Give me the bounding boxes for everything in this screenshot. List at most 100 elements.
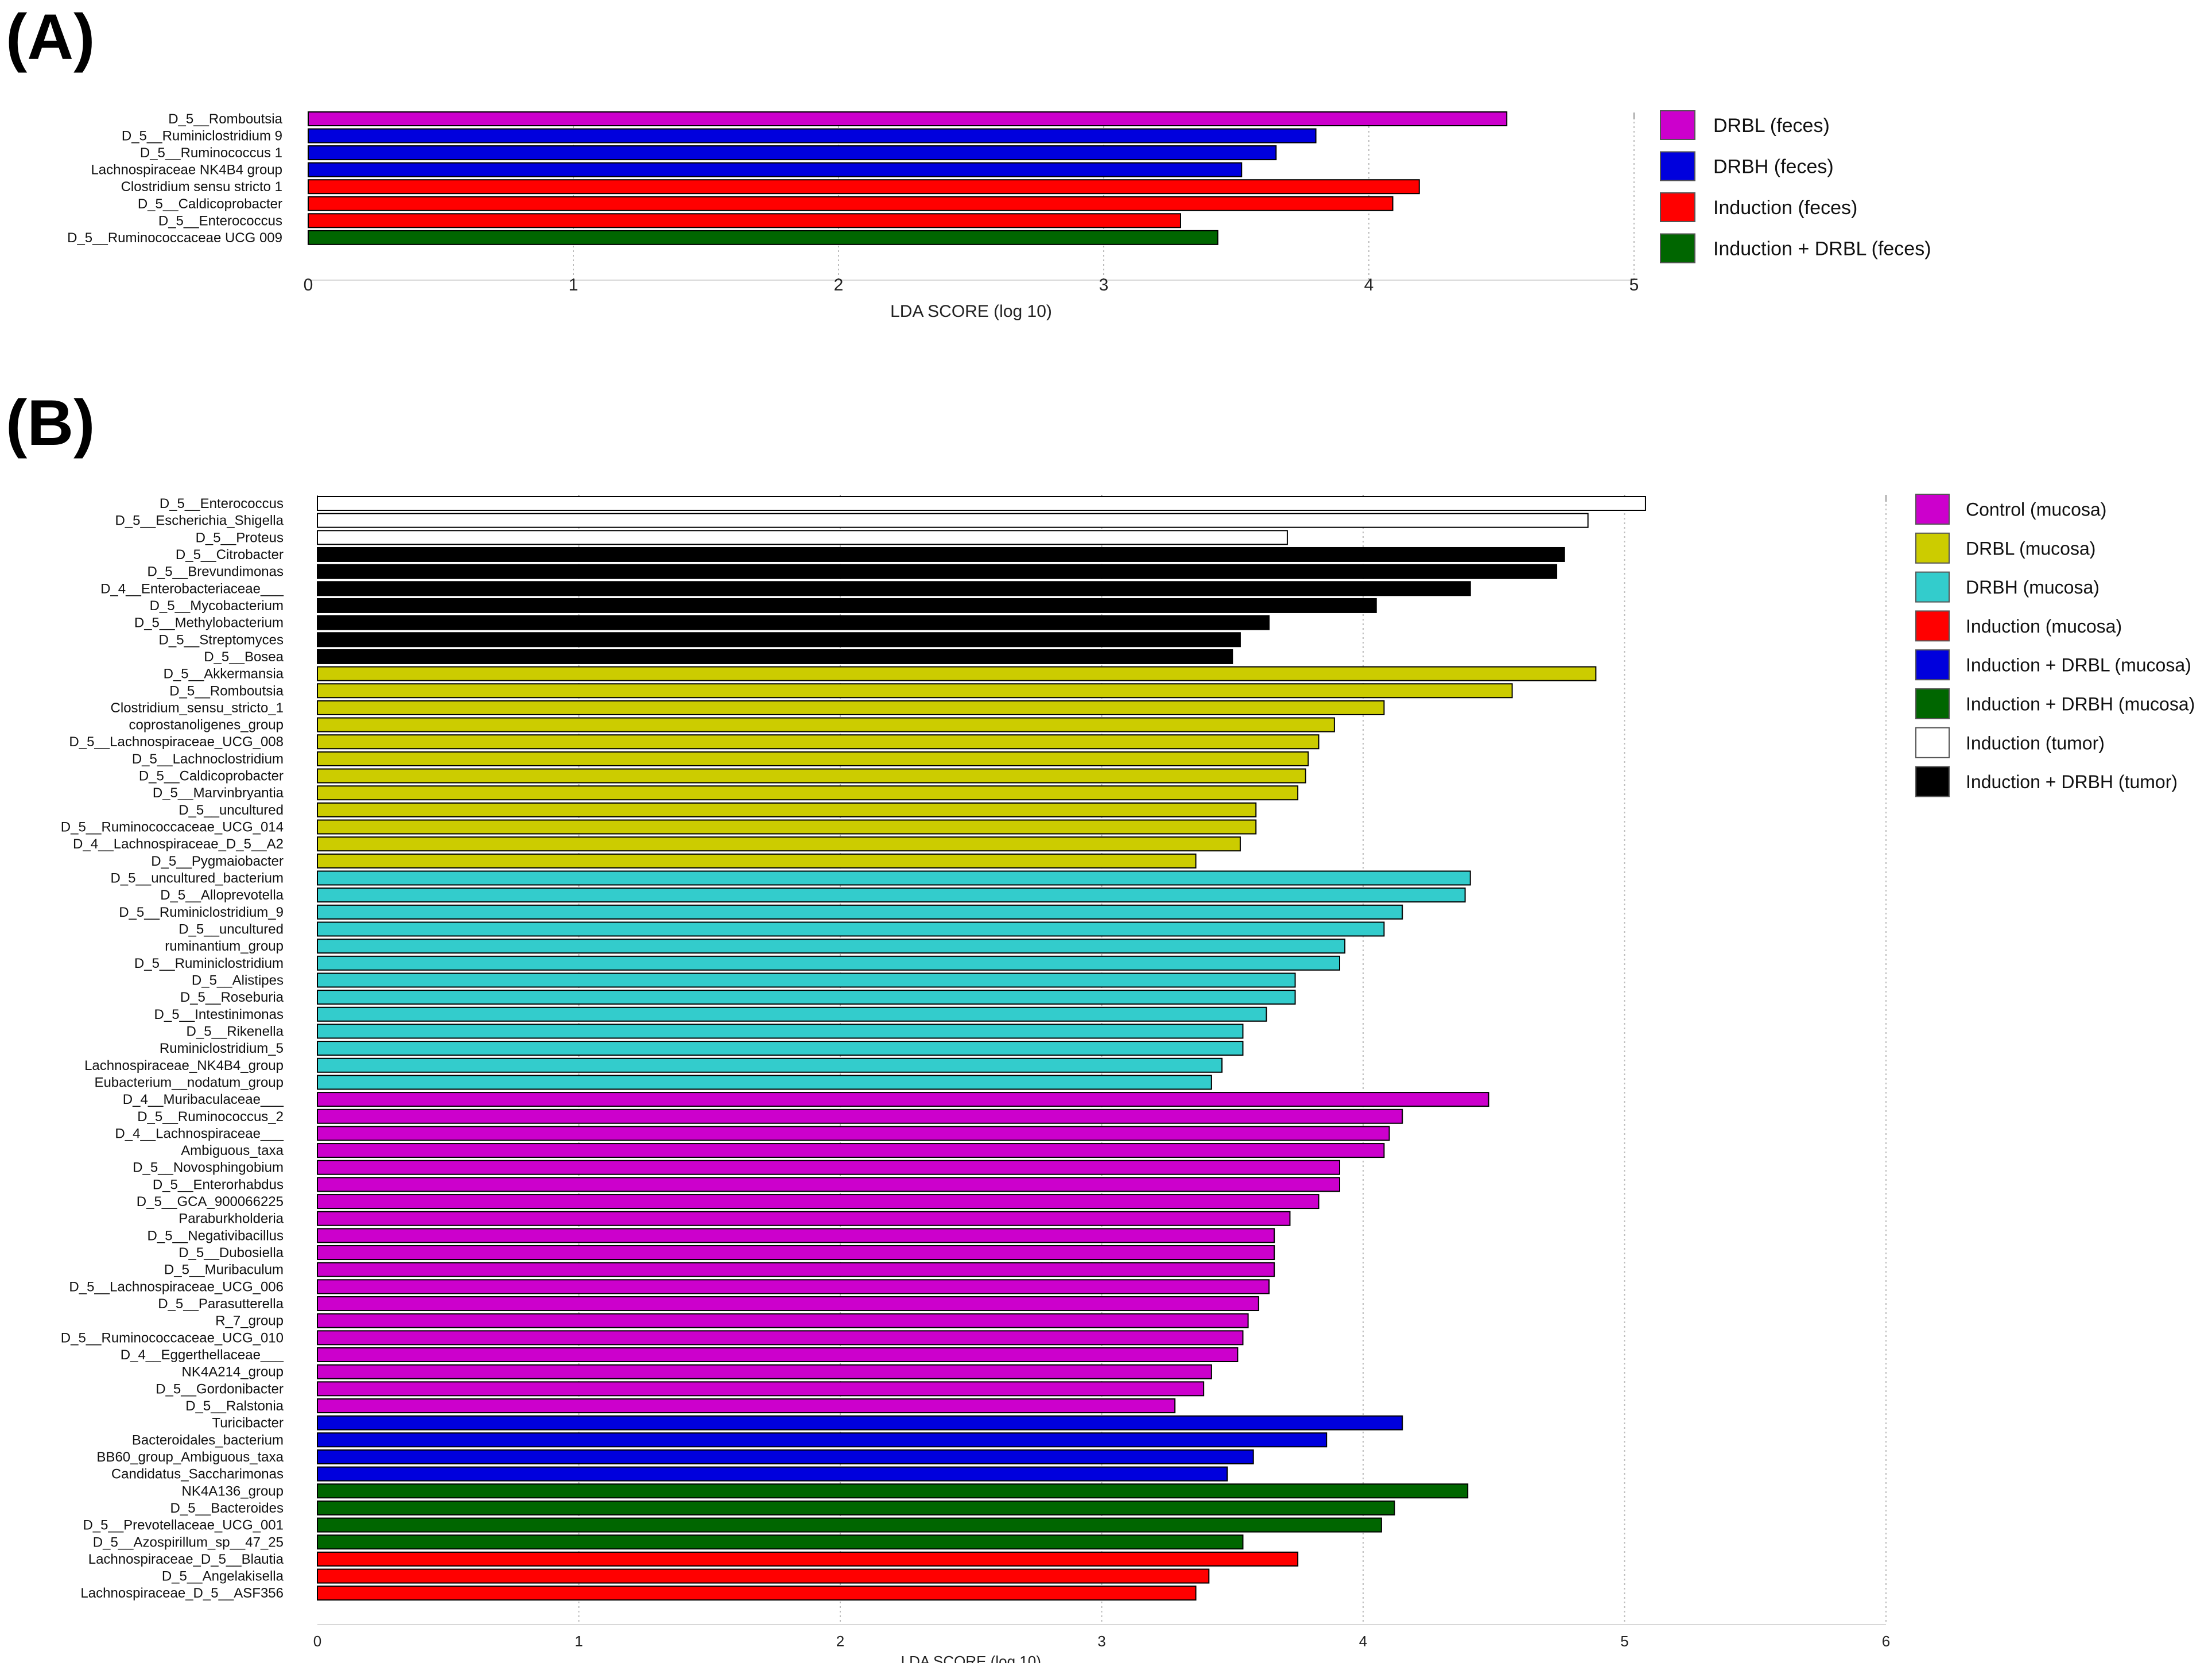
category-label: BB60_group_Ambiguous_taxa xyxy=(96,1449,284,1465)
category-label: D_5__Mycobacterium xyxy=(150,598,284,614)
bar xyxy=(317,1586,1197,1601)
x-tick-label: 6 xyxy=(1882,1633,1890,1650)
bar xyxy=(308,230,1218,245)
bar xyxy=(317,530,1288,545)
category-label: D_5__Lachnospiraceae_UCG_006 xyxy=(69,1279,284,1294)
category-label: D_5__Dubosiella xyxy=(178,1245,284,1261)
bar xyxy=(317,1398,1176,1413)
category-label: D_5__Lachnoclostridium xyxy=(132,751,284,767)
bar xyxy=(317,1041,1244,1056)
panel-b-label: (B) xyxy=(6,387,95,459)
bar xyxy=(317,904,1403,920)
bar xyxy=(317,1330,1244,1346)
category-label: D_5__Prevotellaceae_UCG_001 xyxy=(83,1518,284,1533)
bar xyxy=(317,1075,1212,1090)
category-label: D_5__GCA_900066225 xyxy=(137,1194,284,1210)
category-label: D_5__Enterorhabdus xyxy=(153,1177,284,1192)
bar xyxy=(317,1517,1382,1533)
category-label: Lachnospiraceae NK4B4 group xyxy=(91,162,282,178)
category-label: D_5__Rikenella xyxy=(187,1024,284,1039)
bar xyxy=(317,1177,1341,1192)
category-label: Lachnospiraceae_D_5__Blautia xyxy=(88,1552,284,1567)
bar xyxy=(317,683,1513,699)
bar xyxy=(317,564,1558,579)
legend-swatch xyxy=(1915,610,1950,642)
legend-label: DRBH (mucosa) xyxy=(1966,577,2100,598)
legend-swatch xyxy=(1915,727,1950,758)
bar xyxy=(317,887,1466,903)
category-label: D_5__Pygmaiobacter xyxy=(151,854,284,869)
bar xyxy=(308,128,1317,144)
category-label: D_5__Akkermansia xyxy=(164,666,284,682)
category-label: D_5__Romboutsia xyxy=(169,683,284,699)
bar xyxy=(317,1534,1244,1550)
bar xyxy=(317,1483,1469,1499)
category-label: D_5__Bacteroides xyxy=(170,1501,284,1516)
category-label: D_5__Ruminococcus 1 xyxy=(140,145,282,161)
bar xyxy=(308,111,1508,126)
legend-swatch xyxy=(1660,233,1695,263)
bar xyxy=(317,802,1257,817)
x-tick-label: 3 xyxy=(1097,1633,1105,1650)
legend-swatch xyxy=(1915,532,1950,564)
category-label: D_4__Enterobacteriaceae___ xyxy=(100,581,284,596)
bar xyxy=(317,819,1257,835)
category-label: D_5__Ruminococcus_2 xyxy=(137,1109,284,1125)
category-label: D_5__Angelakisella xyxy=(162,1569,284,1584)
category-label: D_5__Gordonibacter xyxy=(156,1381,284,1397)
bar xyxy=(317,751,1309,766)
bar xyxy=(317,1143,1385,1158)
bar xyxy=(317,1006,1267,1022)
legend-label: DRBL (mucosa) xyxy=(1966,538,2095,559)
bar xyxy=(317,1466,1228,1482)
category-label: Candidatus_Saccharimonas xyxy=(111,1467,284,1482)
bar xyxy=(317,1381,1205,1397)
category-label: D_5__Caldicoprobacter xyxy=(139,769,284,784)
bar xyxy=(317,921,1385,937)
panel-a-label: (A) xyxy=(6,1,95,73)
category-label: Ambiguous_taxa xyxy=(181,1143,284,1158)
x-tick-label: 5 xyxy=(1620,1633,1628,1650)
category-label: D_5__Alloprevotella xyxy=(160,887,284,903)
category-label: D_4__Muribaculaceae___ xyxy=(123,1092,284,1107)
x-tick-label: 4 xyxy=(1364,276,1374,294)
bar xyxy=(317,1228,1275,1243)
bar xyxy=(317,1551,1299,1567)
bar xyxy=(317,836,1241,852)
bar xyxy=(317,972,1296,988)
bar xyxy=(308,213,1181,228)
category-label: D_5__Ruminococcaceae UCG 009 xyxy=(67,230,282,246)
legend-swatch xyxy=(1915,688,1950,719)
legend-label: Induction (mucosa) xyxy=(1966,616,2122,637)
category-label: D_5__Ruminiclostridium xyxy=(134,956,284,971)
legend-label: Control (mucosa) xyxy=(1966,499,2106,520)
category-label: D_5__Citrobacter xyxy=(176,547,284,563)
category-label: D_5__Muribaculum xyxy=(164,1262,284,1278)
x-axis-title: LDA SCORE (log 10) xyxy=(890,302,1052,321)
bar xyxy=(317,1092,1489,1107)
legend-swatch xyxy=(1660,110,1695,140)
category-label: D_5__Caldicoprobacter xyxy=(138,196,282,212)
category-label: Turicibacter xyxy=(212,1416,284,1431)
category-label: D_5__Brevundimonas xyxy=(148,564,284,580)
bar xyxy=(317,546,1565,562)
category-label: D_5__Marvinbryantia xyxy=(153,785,284,801)
bar xyxy=(317,1211,1291,1226)
bar xyxy=(317,939,1346,954)
chart-a: 0 1 2 3 4 5 LDA SCORE (log 10) D_5__Romboutsia D… xyxy=(67,110,1931,321)
category-label: Clostridium sensu stricto 1 xyxy=(121,179,282,195)
bar xyxy=(317,1057,1223,1073)
x-tick-label: 2 xyxy=(836,1633,844,1650)
category-label: D_4__Eggerthellaceae___ xyxy=(121,1347,284,1363)
category-label: D_5__Alistipes xyxy=(192,972,284,988)
x-tick-label: 0 xyxy=(313,1633,321,1650)
bar xyxy=(317,496,1646,511)
x-tick-label: 4 xyxy=(1359,1633,1367,1650)
category-label: Eubacterium__nodatum_group xyxy=(94,1075,284,1090)
category-label: D_4__Lachnospiraceae___ xyxy=(115,1126,284,1141)
legend-swatch xyxy=(1660,192,1695,222)
bar xyxy=(317,1296,1259,1312)
bar xyxy=(317,1126,1390,1141)
legend-label: DRBL (feces) xyxy=(1713,115,1830,137)
